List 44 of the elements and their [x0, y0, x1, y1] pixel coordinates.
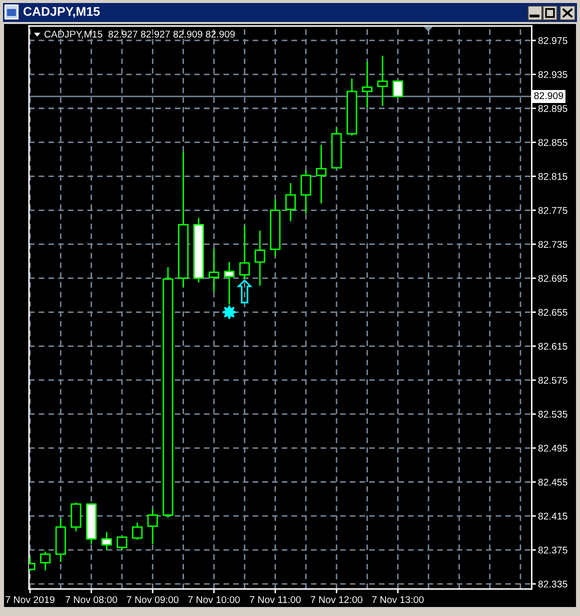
candlestick — [300, 170, 312, 214]
candlestick — [377, 55, 388, 107]
candlestick — [101, 531, 112, 551]
candlestick — [116, 536, 128, 551]
x-tick-label: 7 Nov 09:00 — [126, 596, 178, 604]
x-tick-label: 7 Nov 2019 — [6, 596, 54, 604]
x-tick-label: 7 Nov 08:00 — [66, 596, 118, 604]
y-tick-label: 82.815 — [538, 173, 568, 180]
y-tick-label: 82.615 — [538, 342, 568, 350]
candlestick — [392, 80, 404, 98]
candlestick — [285, 182, 296, 222]
y-tick-label: 82.375 — [538, 546, 568, 554]
x-tick-label: 7 Nov 11:00 — [250, 596, 301, 604]
y-tick-label: 82.655 — [538, 308, 568, 316]
y-tick-label: 82.695 — [538, 274, 568, 282]
candlestick — [132, 522, 143, 540]
x-tick-label: 7 Nov 10:00 — [188, 596, 240, 604]
y-tick-label: 82.535 — [538, 410, 568, 418]
annotation: ⇧ — [236, 279, 253, 304]
chart-title: CADJPY,M15 — [24, 7, 100, 18]
y-tick-label: 82.895 — [538, 105, 568, 112]
y-tick-label: 82.335 — [538, 580, 568, 588]
candlestick — [40, 550, 51, 572]
candlestick — [147, 508, 158, 545]
candlestick — [70, 502, 82, 532]
y-tick-label: 82.855 — [538, 139, 568, 146]
y-tick-label: 82.935 — [538, 71, 568, 78]
candlestick — [254, 230, 266, 287]
chart-subtitle: CADJPY,M15 82.927 82.927 82.909 82.909 — [44, 30, 235, 39]
y-tick-label: 82.495 — [538, 444, 568, 452]
candlestick — [239, 224, 250, 280]
candlestick — [208, 248, 220, 292]
candlestick — [224, 261, 235, 306]
y-tick-label: 82.415 — [538, 512, 568, 520]
y-tick-label: 82.735 — [538, 240, 568, 248]
y-tick-label: 82.775 — [538, 207, 568, 214]
y-tick-label: 82.455 — [538, 478, 568, 486]
x-tick-label: 7 Nov 13:00 — [372, 596, 424, 604]
y-tick-label: 82.575 — [538, 376, 568, 384]
y-tick-label: 82.975 — [538, 37, 568, 44]
ref-line-label: 82.909 — [534, 92, 564, 100]
x-tick-label: 7 Nov 12:00 — [310, 596, 362, 604]
candlestick — [316, 144, 327, 204]
candlestick — [362, 60, 372, 108]
